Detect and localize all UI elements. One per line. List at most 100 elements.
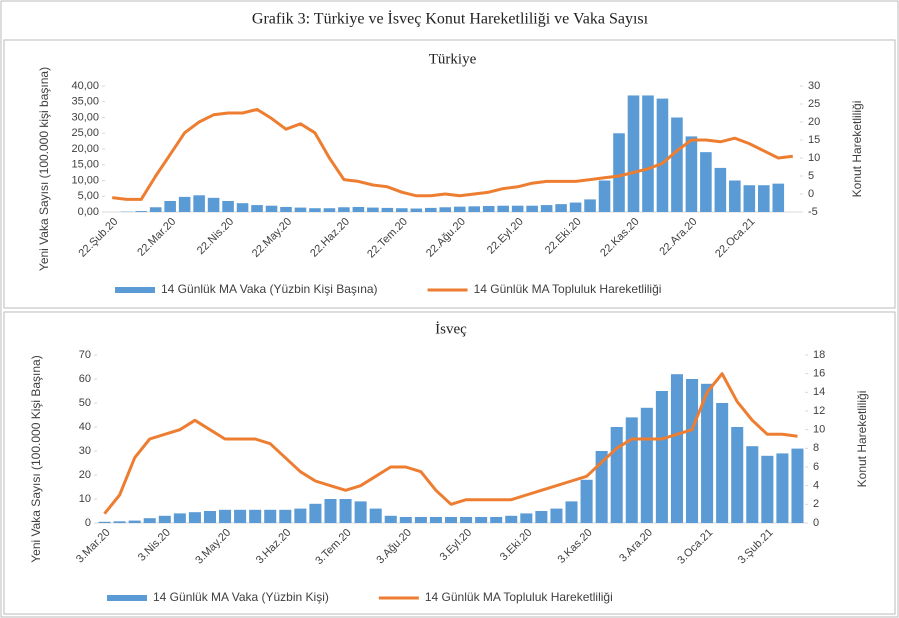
bar [249, 509, 262, 523]
bar [264, 509, 277, 523]
y2-tick-label: 4 [813, 480, 819, 492]
y-tick-label: 10,00 [71, 174, 99, 186]
bar [714, 167, 727, 212]
bar [324, 499, 337, 523]
y-tick-label: 30 [79, 445, 91, 457]
y2-tick-label: 20 [808, 116, 820, 128]
bar [520, 513, 533, 523]
bar [265, 205, 278, 212]
bar [625, 417, 638, 523]
chart-title: İsveç [435, 321, 467, 337]
bar [685, 136, 698, 212]
bar [207, 197, 220, 212]
bar [338, 207, 350, 212]
bar [251, 205, 263, 212]
bar [743, 185, 756, 212]
y2-tick-label: 12 [813, 405, 825, 417]
bar [584, 199, 596, 212]
line [112, 107, 793, 201]
y-tick-label: 5,00 [78, 190, 99, 202]
bar [158, 515, 171, 523]
legend-label: 14 Günlük MA Vaka (Yüzbin Kişi) [153, 590, 329, 604]
bar [339, 499, 352, 523]
bar [595, 451, 608, 523]
bar [414, 517, 427, 523]
legend-swatch [107, 595, 147, 601]
bar [178, 196, 191, 212]
bar [580, 479, 593, 523]
bar [497, 205, 509, 212]
bar [670, 374, 683, 523]
y-tick-label: 0 [85, 517, 91, 529]
bar [511, 205, 524, 212]
bar [294, 508, 307, 523]
y2-tick-label: 0 [813, 517, 819, 529]
bar [468, 206, 481, 212]
bar [671, 117, 683, 212]
bar [369, 508, 382, 523]
bar [655, 391, 668, 523]
y2-tick-label: 15 [808, 134, 820, 146]
bar [309, 503, 322, 523]
bar [540, 205, 553, 212]
bar [280, 206, 292, 212]
bar [716, 403, 729, 523]
bar [613, 133, 625, 212]
legend-label: 14 Günlük MA Topluluk Hareketliliği [474, 282, 662, 296]
y-tick-label: 60 [79, 373, 91, 385]
bar [444, 517, 458, 523]
y2-axis-label: Konut Hareketliliği [850, 101, 864, 198]
bar [219, 509, 232, 523]
bar [323, 208, 336, 212]
bar [731, 427, 744, 523]
bar [460, 517, 473, 523]
bar [700, 152, 712, 212]
legend-label: 14 Günlük MA Topluluk Hareketliliği [425, 590, 613, 604]
bar [234, 509, 247, 523]
y2-tick-label: 5 [808, 170, 814, 182]
bar [569, 202, 582, 212]
bar [143, 518, 156, 523]
bar [627, 95, 640, 212]
bar [535, 511, 548, 523]
bar [279, 509, 292, 523]
y2-tick-label: 14 [813, 386, 825, 398]
bar [482, 206, 495, 212]
y-tick-label: 20,00 [71, 143, 99, 155]
bar [236, 203, 249, 212]
y2-tick-label: 18 [813, 349, 825, 361]
y2-tick-label: 0 [808, 188, 814, 200]
y2-tick-label: 2 [813, 498, 819, 510]
figure-title: Grafik 3: Türkiye ve İsveç Konut Hareket… [252, 10, 649, 28]
legend-label: 14 Günlük MA Vaka (Yüzbin Kişi Başına) [161, 282, 378, 296]
bar [396, 208, 408, 212]
y-tick-label: 50 [79, 397, 91, 409]
bar [222, 200, 234, 212]
panel-frame [3, 311, 896, 615]
legend-swatch [115, 287, 155, 293]
y-tick-label: 40 [79, 421, 91, 433]
bar [381, 207, 394, 212]
y-tick-label: 15,00 [71, 159, 99, 171]
bar [399, 517, 412, 523]
bar [729, 180, 741, 212]
bar [761, 455, 774, 523]
bar [294, 207, 307, 212]
bar [135, 211, 147, 212]
bar [746, 446, 759, 523]
y-tick-label: 0,00 [78, 206, 99, 218]
bar [555, 204, 567, 212]
bar [173, 513, 186, 523]
chart-title: Türkiye [429, 51, 477, 67]
bar [526, 205, 538, 212]
panel-frame [3, 39, 896, 309]
bar [685, 379, 699, 523]
bar [490, 517, 503, 523]
bar [776, 453, 789, 523]
y-tick-label: 10 [79, 493, 91, 505]
y2-tick-label: -5 [808, 206, 818, 218]
bar [610, 427, 623, 523]
y-tick-label: 25,00 [71, 127, 99, 139]
